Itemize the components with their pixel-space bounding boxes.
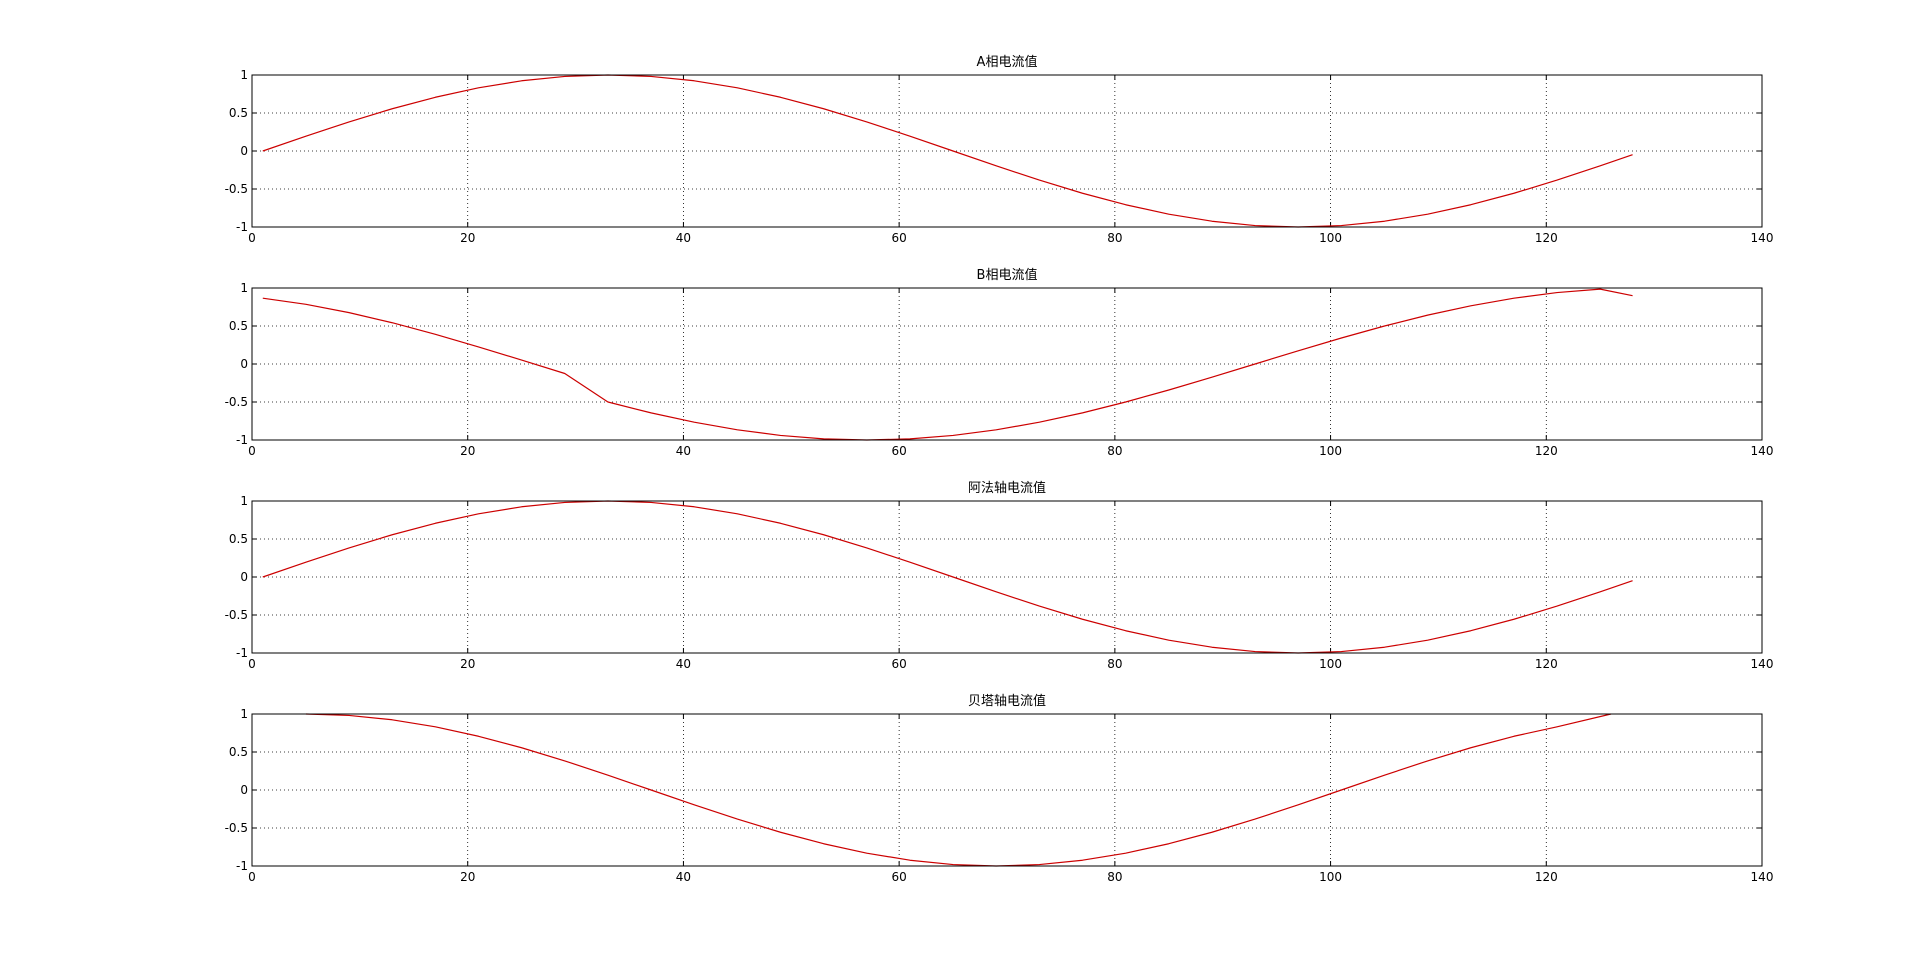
x-tick-label: 20 <box>460 231 475 245</box>
y-tick-label: 0.5 <box>229 106 248 120</box>
y-tick-label: -0.5 <box>225 608 248 622</box>
x-tick-label: 20 <box>460 870 475 884</box>
x-tick-label: 60 <box>892 444 907 458</box>
y-tick-label: 1 <box>240 707 248 721</box>
x-tick-label: 120 <box>1535 870 1558 884</box>
x-tick-label: 100 <box>1319 231 1342 245</box>
y-tick-label: 1 <box>240 281 248 295</box>
x-tick-label: 60 <box>892 231 907 245</box>
y-tick-label: 0 <box>240 357 248 371</box>
axes-box <box>251 713 1763 867</box>
subplot-4: 0 20 40 60 80 100 120 140 -1 -0.5 0 0.5 1 贝塔轴电流值 <box>225 693 1774 884</box>
plot-area <box>252 714 1762 866</box>
y-tick-label: -0.5 <box>225 821 248 835</box>
y-tick-label: -0.5 <box>225 182 248 196</box>
y-tick-label: 1 <box>240 68 248 82</box>
x-tick-label: 80 <box>1107 444 1122 458</box>
x-tick-label: 100 <box>1319 444 1342 458</box>
series-line <box>262 288 1633 441</box>
x-tick-label: 80 <box>1107 870 1122 884</box>
x-tick-label: 0 <box>248 231 256 245</box>
x-tick-label: 120 <box>1535 657 1558 671</box>
x-tick-label: 100 <box>1319 870 1342 884</box>
axes-box <box>251 74 1763 228</box>
subplot-1: 0 20 40 60 80 100 120 140 -1 -0.5 0 0.5 1 A相电流值 <box>225 54 1774 245</box>
x-tick-label: 80 <box>1107 231 1122 245</box>
plot-area <box>252 288 1762 440</box>
axes-box <box>251 500 1763 654</box>
x-tick-label: 60 <box>892 657 907 671</box>
subplot-2: 0 20 40 60 80 100 120 140 -1 -0.5 0 0.5 1 B相电流值 <box>225 267 1774 458</box>
x-tick-label: 140 <box>1751 870 1774 884</box>
y-tick-label: 1 <box>240 494 248 508</box>
y-tick-label: -1 <box>236 433 248 447</box>
x-tick-label: 40 <box>676 444 691 458</box>
subplot-title: 贝塔轴电流值 <box>968 693 1046 709</box>
x-tick-label: 0 <box>248 657 256 671</box>
y-tick-label: -0.5 <box>225 395 248 409</box>
x-tick-label: 80 <box>1107 657 1122 671</box>
series-line <box>262 500 1633 654</box>
y-tick-label: -1 <box>236 646 248 660</box>
x-tick-label: 20 <box>460 657 475 671</box>
x-tick-label: 40 <box>676 231 691 245</box>
subplot-title: B相电流值 <box>977 267 1038 283</box>
x-tick-label: 20 <box>460 444 475 458</box>
x-tick-label: 0 <box>248 870 256 884</box>
axes-box <box>251 287 1763 441</box>
x-tick-label: 120 <box>1535 444 1558 458</box>
subplot-3: 0 20 40 60 80 100 120 140 -1 -0.5 0 0.5 1 阿法轴电流值 <box>225 480 1774 671</box>
y-tick-label: -1 <box>236 859 248 873</box>
y-tick-label: -1 <box>236 220 248 234</box>
x-tick-label: 140 <box>1751 444 1774 458</box>
x-tick-label: 40 <box>676 657 691 671</box>
series-line <box>305 713 1612 867</box>
plot-area <box>252 501 1762 653</box>
y-tick-label: 0.5 <box>229 745 248 759</box>
x-tick-label: 60 <box>892 870 907 884</box>
y-tick-label: 0.5 <box>229 532 248 546</box>
x-tick-label: 0 <box>248 444 256 458</box>
x-tick-label: 140 <box>1751 657 1774 671</box>
subplot-title: 阿法轴电流值 <box>968 480 1046 496</box>
subplot-title: A相电流值 <box>977 54 1038 70</box>
y-tick-label: 0 <box>240 783 248 797</box>
x-tick-label: 100 <box>1319 657 1342 671</box>
x-tick-label: 140 <box>1751 231 1774 245</box>
y-tick-label: 0 <box>240 144 248 158</box>
x-tick-label: 40 <box>676 870 691 884</box>
y-tick-label: 0.5 <box>229 319 248 333</box>
y-tick-label: 0 <box>240 570 248 584</box>
x-tick-label: 120 <box>1535 231 1558 245</box>
series-line <box>262 74 1633 228</box>
plot-area <box>252 75 1762 227</box>
